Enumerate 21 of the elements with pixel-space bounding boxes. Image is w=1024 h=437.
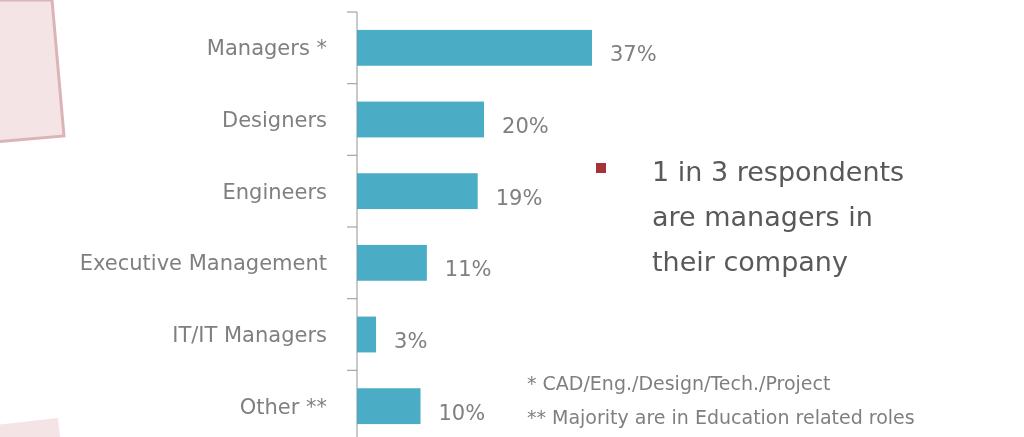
data-label: 11%	[444, 257, 492, 282]
data-label: 20%	[502, 113, 549, 138]
y-tick-label: Designers	[222, 107, 327, 132]
y-tick-label: Other **	[239, 394, 327, 419]
bar	[357, 388, 421, 425]
data-label: 37%	[610, 42, 657, 67]
bar	[357, 173, 478, 210]
annotation: ** Majority are in Education related roles	[527, 406, 915, 428]
bar	[357, 244, 427, 281]
bar	[357, 29, 592, 66]
y-tick-label: Engineers	[222, 179, 327, 204]
bar	[357, 316, 377, 353]
data-label: 10%	[438, 400, 486, 425]
y-tick-label: Executive Management	[79, 251, 327, 276]
y-tick-label: Managers *	[206, 36, 327, 61]
bar	[357, 101, 485, 138]
text: 1 in 3 respondents are managers in their company	[652, 156, 905, 277]
annotation: * CAD/Eng./Design/Tech./Project	[527, 372, 831, 394]
y-tick-label: IT/IT Managers	[172, 322, 327, 347]
data-label: 3%	[394, 328, 428, 353]
data-label: 19%	[495, 185, 543, 210]
